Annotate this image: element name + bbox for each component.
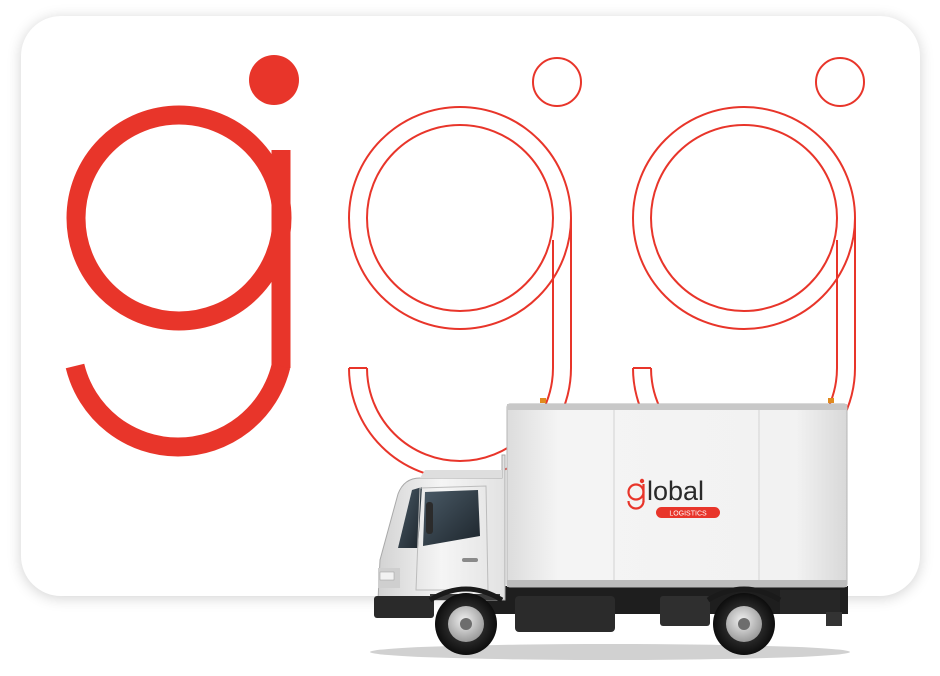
rear-wheel: [713, 593, 775, 655]
truck-brand-logo: lobal LOGISTICS: [627, 476, 720, 518]
delivery-truck: lobal LOGISTICS: [370, 398, 850, 660]
front-wheel: [435, 593, 497, 655]
truck-brand-word: lobal: [647, 476, 704, 506]
filled-g-logo-icon: [65, 55, 299, 457]
truck-brand-sub: LOGISTICS: [669, 511, 707, 518]
